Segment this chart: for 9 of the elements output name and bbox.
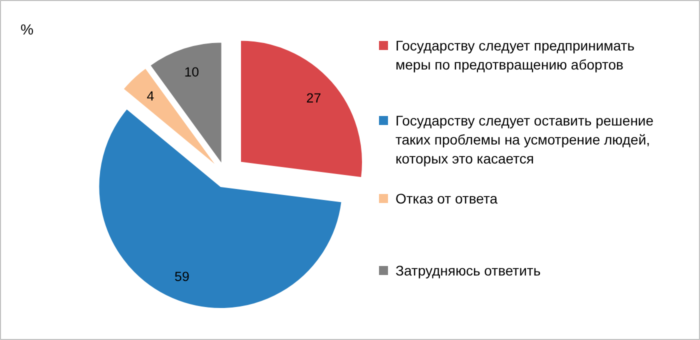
- legend-label: Отказ от ответа: [396, 190, 498, 206]
- legend-label: Государству следует предпринимать меры по предотвращению абортов: [396, 38, 634, 72]
- legend-label: Государству следует оставить решение таких проблемы на усмотрение людей, которых это касается: [396, 112, 654, 166]
- data-label: 4: [146, 88, 155, 104]
- text: %: [20, 22, 34, 38]
- data-label: 10: [184, 64, 200, 80]
- data-label: 27: [306, 90, 322, 106]
- legend-label: Затрудняюсь ответить: [396, 262, 541, 278]
- data-label: 59: [174, 269, 190, 284]
